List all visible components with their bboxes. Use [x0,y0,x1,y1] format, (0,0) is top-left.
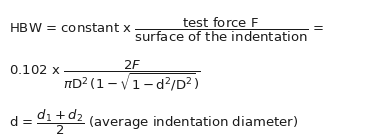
Text: d = $\dfrac{d_1+d_2}{2}$ (average indentation diameter): d = $\dfrac{d_1+d_2}{2}$ (average indent… [9,108,298,136]
Text: 0.102 x $\dfrac{2F}{\pi\mathrm{D}^2\,(1-\sqrt{1-\mathrm{d}^2/\mathrm{D}^2})}$: 0.102 x $\dfrac{2F}{\pi\mathrm{D}^2\,(1-… [9,59,201,93]
Text: HBW = constant x $\dfrac{\mathrm{test\ force\ F}}{\mathrm{surface\ of\ the\ inde: HBW = constant x $\dfrac{\mathrm{test\ f… [9,16,324,44]
